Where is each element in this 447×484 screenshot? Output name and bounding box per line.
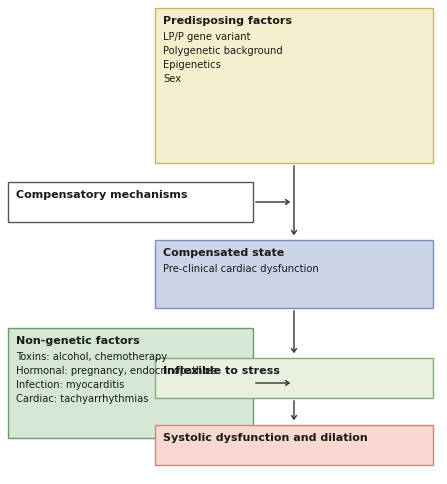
Text: Infection: myocarditis: Infection: myocarditis — [16, 380, 124, 390]
Text: Compensated state: Compensated state — [163, 248, 284, 258]
Text: Sex: Sex — [163, 74, 181, 84]
Text: Hormonal: pregnancy, endocrinopathies: Hormonal: pregnancy, endocrinopathies — [16, 366, 217, 376]
Text: Toxins: alcohol, chemotherapy: Toxins: alcohol, chemotherapy — [16, 352, 167, 362]
Bar — [155, 425, 433, 465]
Bar — [8, 328, 253, 438]
Bar — [155, 358, 433, 398]
Text: Pre-clinical cardiac dysfunction: Pre-clinical cardiac dysfunction — [163, 264, 319, 274]
Text: Epigenetics: Epigenetics — [163, 60, 221, 70]
Text: Cardiac: tachyarrhythmias: Cardiac: tachyarrhythmias — [16, 394, 148, 404]
Text: Inflexible to stress: Inflexible to stress — [163, 366, 280, 376]
Bar — [8, 182, 253, 222]
Bar — [155, 8, 433, 163]
Text: Systolic dysfunction and dilation: Systolic dysfunction and dilation — [163, 433, 368, 443]
Text: Predisposing factors: Predisposing factors — [163, 16, 292, 26]
Text: Polygenetic background: Polygenetic background — [163, 46, 283, 56]
Text: Compensatory mechanisms: Compensatory mechanisms — [16, 190, 187, 200]
Bar — [155, 240, 433, 308]
Text: LP/P gene variant: LP/P gene variant — [163, 32, 250, 42]
Text: Non-genetic factors: Non-genetic factors — [16, 336, 140, 346]
